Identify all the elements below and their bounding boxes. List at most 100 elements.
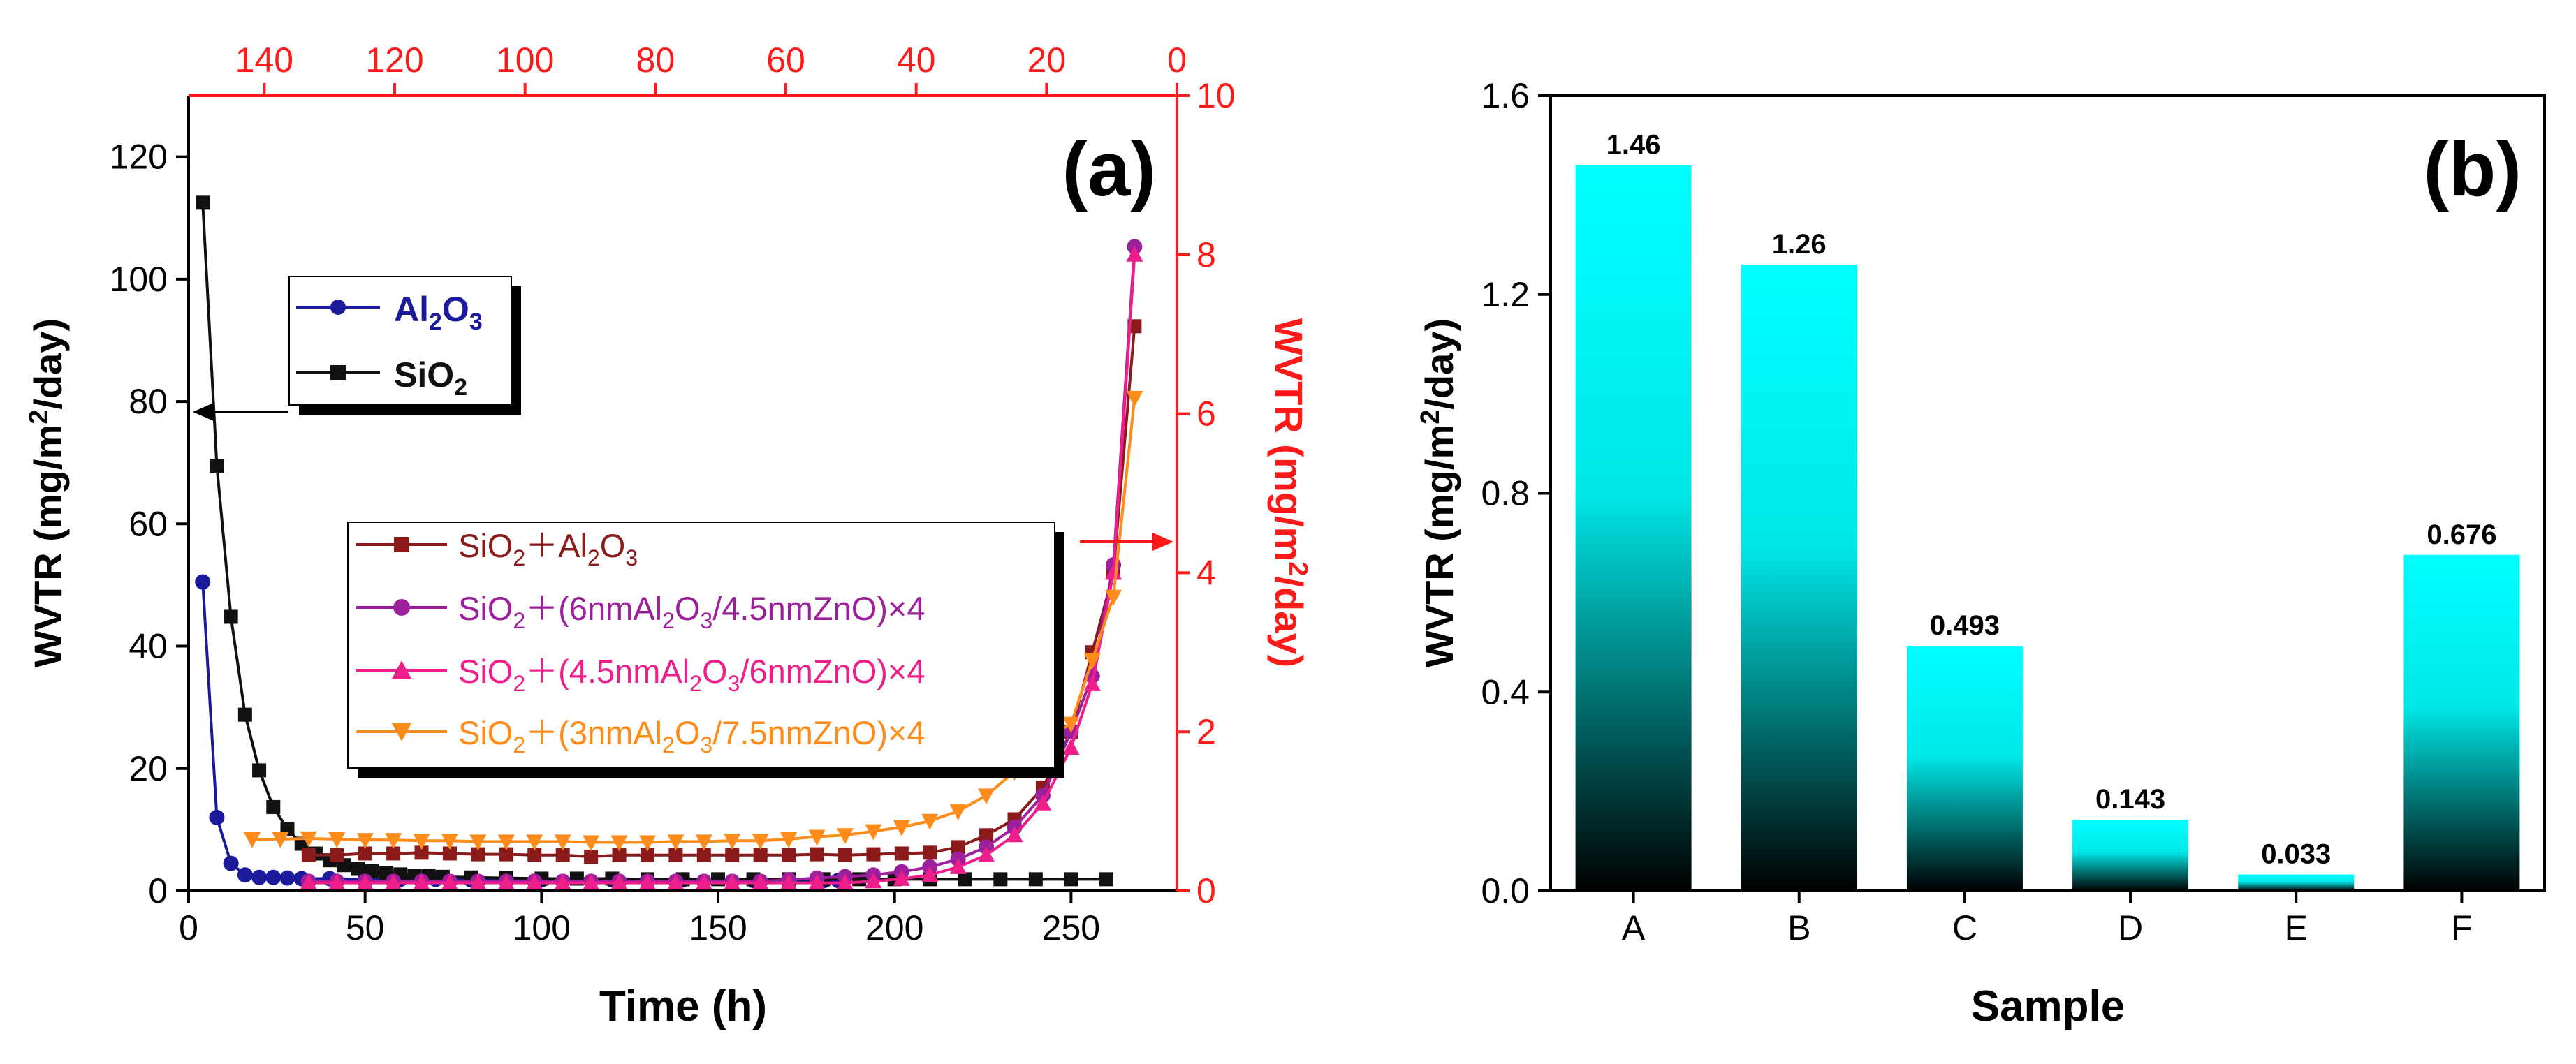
data-point <box>554 873 571 890</box>
data-point <box>386 846 401 861</box>
data-point <box>1105 563 1122 580</box>
legend-marker-3nm <box>392 723 411 741</box>
right-axis-arrow <box>1080 533 1173 551</box>
b-x-tick-label: F <box>2451 908 2473 947</box>
data-point <box>469 834 487 851</box>
panel-b-bar-chart: 1.46 1.26 0.493 0.143 0.033 0.676 0.0 0.4 0.8 1.… <box>1416 76 2546 1030</box>
legend-label-sio2: SiO2 <box>394 355 467 401</box>
y-tick-left-label: 120 <box>110 138 168 177</box>
panel-a-x-axis-label: Time (h) <box>599 982 767 1030</box>
legend-marker-al2o3 <box>330 300 346 315</box>
data-point <box>894 846 909 861</box>
data-point <box>223 855 239 871</box>
panel-a-line-chart: 0 50 100 150 200 2500204060801001200246810140… <box>24 40 1312 1030</box>
y-tick-left-label: 80 <box>129 382 168 421</box>
data-point <box>328 873 346 890</box>
bar-C <box>1906 646 2023 891</box>
b-y-tick-label: 0.4 <box>1481 672 1530 711</box>
data-point <box>583 835 600 852</box>
y-tick-left-label: 60 <box>129 504 168 543</box>
data-point <box>808 829 826 846</box>
data-point <box>958 872 972 887</box>
data-point <box>279 870 295 886</box>
right-axis-arrow-head <box>1152 533 1173 551</box>
legend-right: SiO2＋Al2O3 SiO2＋(6nmAl2O3/4.5nmZnO)×4 Si… <box>347 522 1064 778</box>
data-point <box>195 574 211 590</box>
data-point <box>923 845 937 860</box>
data-point <box>640 848 654 862</box>
x-tick-top-label: 120 <box>365 40 423 80</box>
data-point <box>808 873 826 890</box>
data-point <box>978 788 995 805</box>
y-tick-left-label: 0 <box>148 871 168 910</box>
y-tick-right-label: 6 <box>1196 394 1216 434</box>
x-tick-top-label: 60 <box>766 40 805 80</box>
data-point <box>695 834 712 851</box>
b-x-tick-label: D <box>2118 908 2143 947</box>
y-tick-right-label: 0 <box>1196 871 1216 910</box>
bar-value-label: 0.493 <box>1930 610 2000 641</box>
data-point <box>527 848 542 862</box>
data-point <box>351 862 365 876</box>
b-y-tick-label: 0.8 <box>1481 474 1530 513</box>
legend-right-item-6nm: SiO2＋(6nmAl2O3/4.5nmZnO)×4 <box>356 590 925 633</box>
data-point <box>1062 716 1080 733</box>
y-tick-left-label: 100 <box>110 260 168 299</box>
panel-b-x-axis-label: Sample <box>1971 982 2125 1030</box>
y-tick-left-label: 20 <box>129 749 168 788</box>
legend-label-4-5nm: SiO2＋(4.5nmAl2O3/6nmZnO)×4 <box>458 653 925 696</box>
data-point <box>385 873 402 890</box>
data-point <box>695 873 712 890</box>
x-tick-top-label: 0 <box>1167 40 1187 80</box>
data-point <box>328 832 346 848</box>
data-point <box>300 873 317 890</box>
data-point <box>237 707 252 722</box>
data-point <box>1028 872 1043 887</box>
data-point <box>330 848 344 862</box>
bar-B <box>1741 265 1857 892</box>
bar-D <box>2072 820 2189 891</box>
data-point <box>1083 674 1101 691</box>
data-point <box>612 848 627 862</box>
data-point <box>414 845 429 860</box>
data-point <box>1006 826 1023 843</box>
b-x-tick-label: B <box>1787 908 1810 947</box>
data-point <box>300 831 317 848</box>
data-point <box>1126 390 1143 407</box>
legend-left-item-al2o3: Al2O3 <box>296 290 483 335</box>
data-point <box>497 873 515 890</box>
panel-a-y-axis-label-left: WVTR (mg/m2/day) <box>24 318 70 667</box>
data-point <box>497 834 515 851</box>
data-point <box>724 834 741 850</box>
y-tick-left-label: 40 <box>129 627 168 666</box>
data-point <box>753 848 768 862</box>
data-point <box>866 847 881 862</box>
data-point <box>752 873 769 890</box>
data-point <box>243 832 261 848</box>
data-point <box>949 857 967 874</box>
data-point <box>265 869 281 885</box>
data-point <box>979 828 994 843</box>
series-5 <box>243 390 1143 852</box>
bar-value-label: 0.143 <box>2095 784 2165 815</box>
x-tick-label: 200 <box>865 908 923 947</box>
b-x-tick-label: A <box>1622 908 1646 947</box>
data-point <box>780 832 798 848</box>
data-point <box>668 848 683 862</box>
legend-right-box <box>347 522 1055 769</box>
data-point <box>610 873 628 890</box>
panel-a-axes-frame <box>187 94 1178 892</box>
data-point <box>667 834 685 851</box>
data-point <box>752 834 769 850</box>
panel-a-y-axis-label-right: WVTR (mg/m2/day) <box>1267 318 1312 667</box>
x-tick-label: 50 <box>346 908 385 947</box>
data-point <box>526 834 543 851</box>
data-point <box>413 834 430 850</box>
data-point <box>224 609 238 624</box>
data-point <box>610 835 628 852</box>
legend-label-sio2-al2o3: SiO2＋Al2O3 <box>458 527 638 570</box>
legend-right-item-3nm: SiO2＋(3nmAl2O3/7.5nmZnO)×4 <box>356 714 925 758</box>
legend-left: Al2O3 SiO2 <box>288 276 521 415</box>
data-point <box>978 845 995 862</box>
